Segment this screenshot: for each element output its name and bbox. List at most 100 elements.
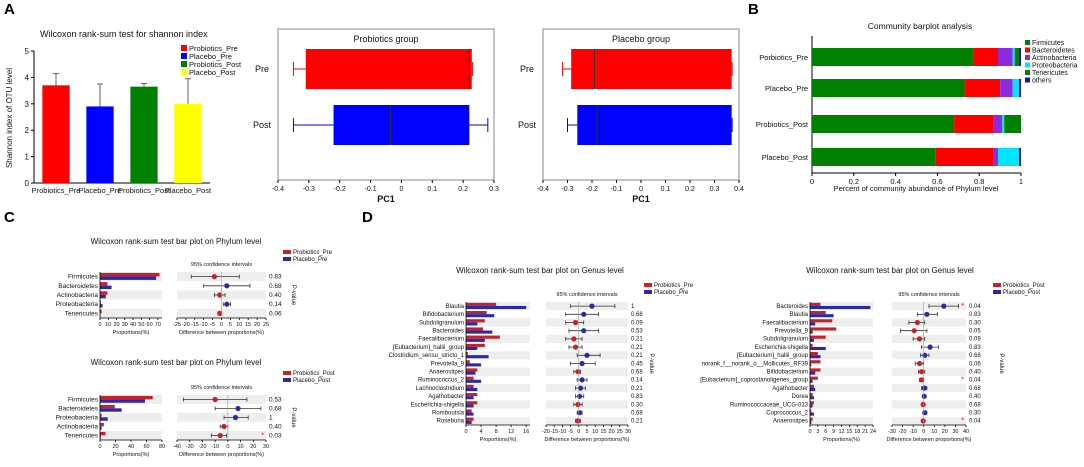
d1-row-label: Subdoligranulum	[419, 320, 464, 326]
d2-diff-point	[920, 418, 926, 424]
c2-diff-point	[217, 432, 223, 439]
d2-legend-label: Probiotics_Post	[1003, 283, 1045, 289]
d2-row-band	[892, 334, 966, 343]
d1-bar-b	[466, 322, 478, 326]
d1-legend-label: Placebo_Pre	[654, 290, 689, 296]
d2-bar-b	[810, 346, 826, 351]
d2-title: Wilcoxon rank-sum test bar plot on Genus…	[806, 266, 974, 275]
d2-ci-label: 95% confidence intervals	[898, 292, 959, 298]
d2-pvalue: 0.68	[969, 386, 981, 392]
d2-diff-point	[920, 401, 926, 408]
c2-left-xtick-label: 20	[112, 444, 118, 450]
c2-bar-a	[100, 404, 115, 409]
b-legend-swatch	[1025, 47, 1030, 53]
d2-right-xtick-label: 20	[942, 429, 948, 435]
d2-sig-mark: *	[961, 418, 964, 425]
d1-row-label: Prevotella_9	[431, 361, 465, 367]
a2-xtick-label: 0.1	[427, 186, 437, 193]
d1-bar-a	[466, 401, 478, 405]
d1-pvalue-label: P-value	[648, 353, 654, 374]
d2-pvalue: 0.05	[969, 329, 981, 335]
d1-ci-label: 95% confidence intervals	[556, 292, 617, 298]
a1-ytick-label: 1	[25, 153, 30, 162]
c1-pvalue: 0.68	[269, 283, 282, 290]
c1-diff-point	[211, 274, 217, 280]
d1-row-band	[466, 367, 530, 376]
a2-box	[305, 49, 472, 89]
d1-right-xtick-label: 25	[617, 429, 623, 435]
d2-legend-label: Placebo_Post	[1003, 290, 1040, 296]
d2-row-label: norank_f__norank_o__Mollicutes_RF39	[702, 361, 809, 367]
d2-bar-b	[810, 387, 816, 392]
b-legend-swatch	[1025, 62, 1030, 68]
c1-diff-point	[217, 310, 223, 316]
c1-right-xtick-label: 5	[229, 322, 232, 328]
b-xlabel: Percent of community abundance of Phylum…	[834, 184, 999, 193]
d1-bar-b	[466, 404, 474, 408]
d1-right-xtick-label: -5	[568, 429, 573, 435]
d2-row-band	[892, 367, 966, 376]
c1-left-xtick-label: 40	[130, 322, 136, 328]
b-legend-label: others	[1032, 78, 1052, 85]
d2-bar-b	[810, 305, 871, 310]
d1-row-band	[466, 416, 530, 425]
c1-legend-label: Placebo_Pre	[293, 257, 328, 263]
a1-legend-swatch	[181, 45, 187, 51]
d2-diff-point	[914, 319, 920, 326]
d2-row-label: Blautia	[790, 312, 809, 318]
b-stack-segment	[1000, 79, 1013, 97]
d2-row-band	[892, 318, 966, 327]
c2-right-xtick-label: -40	[173, 444, 181, 450]
d1-diff-point	[579, 360, 585, 367]
a1-bar	[174, 103, 202, 183]
c1-bar-b	[100, 276, 157, 280]
d2-legend-swatch	[993, 290, 1001, 294]
d1-row-band	[546, 318, 628, 327]
c2-pvalue: 0.53	[269, 396, 282, 403]
a1-legend-label: Placebo_Pre	[189, 52, 232, 61]
d1-row-label: Lachnoclostridium	[416, 386, 464, 392]
d1-pvalue: 0.68	[631, 411, 643, 417]
b-xtick-label: 1	[1019, 177, 1023, 186]
d1-row-band	[466, 318, 530, 327]
a1-legend-label: Probiotics_Post	[189, 60, 242, 69]
b-category-label: Probiotics_Post	[756, 120, 809, 129]
d1-row-band	[546, 367, 628, 376]
b-stack-segment	[812, 79, 965, 97]
d2-left-xtick-label: 18	[854, 429, 860, 435]
d1-diff-point	[575, 418, 581, 424]
d2-pvalue: 0.83	[969, 312, 981, 318]
b-xtick-label: 0.4	[890, 177, 900, 186]
c2-row-label: Firmicutes	[68, 396, 99, 403]
d1-row-label: Faecalibacterium	[418, 337, 464, 343]
c2-pvalue: 1	[269, 414, 273, 421]
d2-diff-point	[921, 393, 927, 399]
d2-bar-a	[810, 327, 837, 331]
panel-label-b: B	[748, 1, 759, 18]
d2-bar-a	[810, 393, 813, 397]
d1-row-band	[546, 400, 628, 409]
d2-pvalue: 0.09	[969, 337, 981, 343]
d2-row-band	[892, 384, 966, 393]
a1-ytick-label: 5	[25, 47, 30, 56]
d2-bar-b	[810, 404, 813, 408]
c1-pvalue: 0.14	[269, 301, 282, 308]
c1-left-xtick-label: 70	[155, 322, 161, 328]
a1-title: Wilcoxon rank-sum test for shannon index	[40, 29, 208, 39]
c1-row-label: Actinobacteria	[57, 292, 99, 299]
c2-bar-b	[100, 417, 108, 421]
d2-legend-swatch	[993, 283, 1001, 287]
d2-pvalue: 0.30	[969, 411, 981, 417]
c1-legend-swatch	[283, 250, 291, 254]
d1-row-label: Bifidobacterium	[423, 312, 464, 318]
d2-row-label: Escherichia-shigella	[755, 345, 809, 351]
d1-bar-b	[466, 396, 474, 400]
panel-label-d: D	[362, 209, 373, 226]
a1-ylabel: Shannon index of OTU level	[5, 68, 14, 168]
d1-right-xtick-label: 20	[609, 429, 615, 435]
d1-row-label: Anaerostipes	[429, 370, 464, 376]
d2-pvalue: 0.04	[969, 378, 981, 384]
d2-row-band	[892, 400, 966, 409]
d2-bar-b	[810, 322, 816, 326]
d1-bar-b	[466, 387, 478, 392]
